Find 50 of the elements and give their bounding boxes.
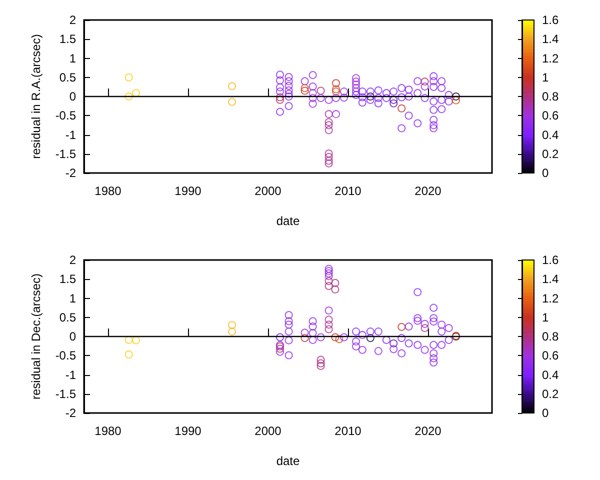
color-bar-label: 1.4 <box>542 272 560 286</box>
y-tick-label: 0 <box>69 90 76 104</box>
y-axis-title: residual in Dec.(arcsec) <box>29 273 43 400</box>
y-tick-label: 2 <box>69 253 76 267</box>
y-tick-label: 1 <box>69 291 76 306</box>
y-tick-label: 0.5 <box>59 70 76 84</box>
y-tick-label: -0.5 <box>55 348 76 363</box>
y-tick-label: 1 <box>69 51 76 66</box>
y-tick-label: -2 <box>65 166 76 180</box>
color-bar-label: 0.6 <box>542 108 560 123</box>
y-tick-label: 0 <box>69 330 76 344</box>
y-tick-label: -2 <box>65 406 76 420</box>
color-bar-label: 0.8 <box>542 330 560 344</box>
x-axis-title: date <box>276 214 300 228</box>
x-tick-label: 1980 <box>94 424 122 438</box>
y-tick-label: 1.5 <box>59 32 76 46</box>
color-bar-label: 0.2 <box>542 386 560 401</box>
color-bar-label: 0.4 <box>542 368 560 382</box>
color-bar-label: 1.2 <box>542 51 560 66</box>
x-tick-label: 1980 <box>94 184 122 198</box>
color-bar-label: 0.8 <box>542 90 560 104</box>
x-tick-label: 2020 <box>414 424 442 438</box>
y-tick-label: -1.5 <box>55 386 76 401</box>
color-bar-label: 1.6 <box>542 253 560 267</box>
x-tick-label: 2000 <box>254 184 282 198</box>
y-tick-label: 0.5 <box>59 310 76 324</box>
color-bar-label: 0.2 <box>542 146 560 161</box>
x-tick-label: 1990 <box>174 424 202 438</box>
y-tick-label: -1 <box>65 368 76 382</box>
x-tick-label: 2000 <box>254 424 282 438</box>
color-bar-label: 1 <box>542 310 549 324</box>
color-bar-label: 0.6 <box>542 348 560 363</box>
y-tick-label: -1.5 <box>55 146 76 161</box>
color-bar-label: 1.4 <box>542 32 560 46</box>
color-bar-label: 1.2 <box>542 291 560 306</box>
color-bar-label: 0.4 <box>542 128 560 142</box>
x-tick-label: 1990 <box>174 184 202 198</box>
color-bar-label: 0 <box>542 166 549 180</box>
x-tick-label: 2020 <box>414 184 442 198</box>
y-tick-label: -0.5 <box>55 108 76 123</box>
y-tick-label: 1.5 <box>59 272 76 286</box>
y-tick-label: -1 <box>65 128 76 142</box>
x-tick-label: 2010 <box>334 184 362 198</box>
x-tick-label: 2010 <box>334 424 362 438</box>
color-bar-label: 1.6 <box>542 13 560 27</box>
y-axis-title: residual in R.A.(arcsec) <box>29 34 43 159</box>
color-bar-label: 0 <box>542 406 549 420</box>
x-axis-title: date <box>276 454 300 468</box>
y-tick-label: 2 <box>69 13 76 27</box>
color-bar-label: 1 <box>542 70 549 84</box>
